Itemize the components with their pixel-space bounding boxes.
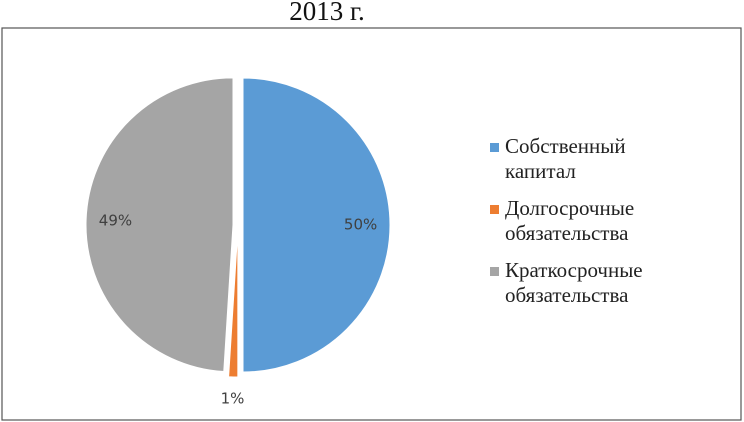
pie-slice <box>85 77 234 373</box>
data-label: 50% <box>344 216 377 234</box>
legend-label: Собственный капитал <box>505 134 626 183</box>
pie-slice <box>242 77 391 373</box>
legend: Собственный капитал Долгосрочные обязател… <box>490 134 730 320</box>
legend-swatch <box>490 267 499 276</box>
legend-label: Краткосрочные обязательства <box>505 258 643 307</box>
legend-label: Долгосрочные обязательства <box>505 196 635 245</box>
legend-swatch <box>490 143 499 152</box>
chart-border <box>1 27 742 421</box>
legend-entry: Собственный капитал <box>490 134 730 184</box>
legend-swatch <box>490 205 499 214</box>
data-label: 1% <box>221 389 245 407</box>
data-label: 49% <box>99 212 132 230</box>
pie-slice <box>228 229 239 378</box>
chart-title: 2013 г. <box>289 0 365 26</box>
legend-entry: Долгосрочные обязательства <box>490 196 730 246</box>
legend-entry: Краткосрочные обязательства <box>490 258 730 308</box>
